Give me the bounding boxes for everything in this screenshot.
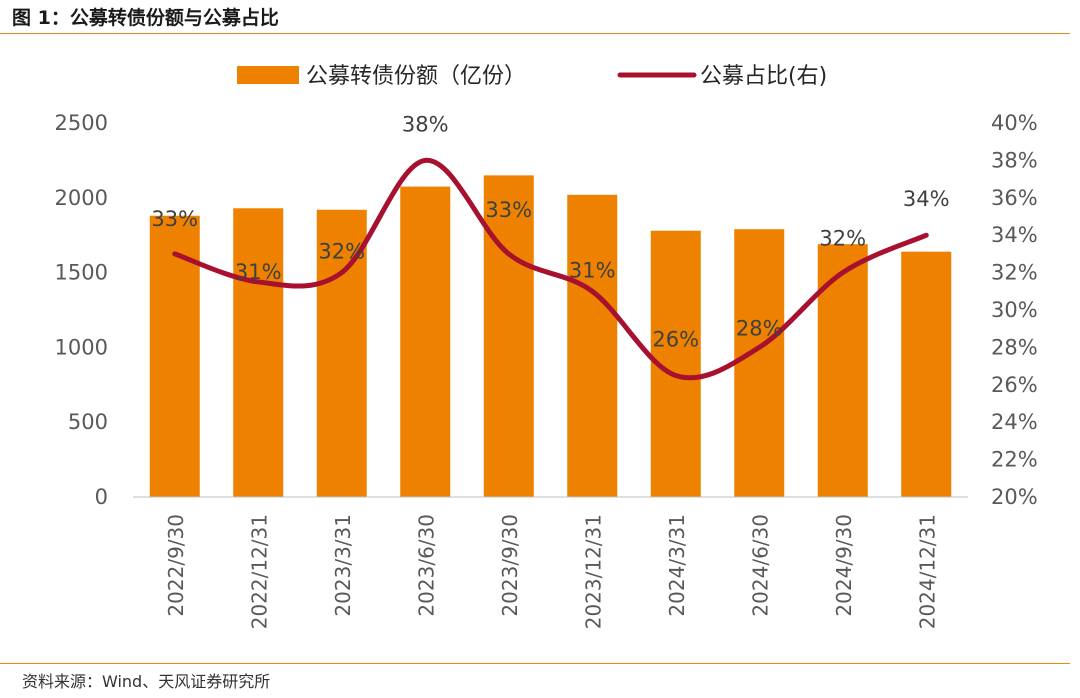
data-label-6: 26% bbox=[652, 327, 699, 351]
title-rule bbox=[0, 33, 1070, 34]
x-tick-2: 2023/3/31 bbox=[331, 514, 355, 617]
x-tick-8: 2024/9/30 bbox=[832, 514, 856, 617]
x-tick-7: 2024/6/30 bbox=[748, 514, 772, 617]
data-label-2: 32% bbox=[318, 240, 365, 264]
figure-title: 图 1：公募转债份额与公募占比 bbox=[12, 7, 279, 29]
source-note: 资料来源：Wind、天风证券研究所 bbox=[22, 672, 271, 691]
y-left-tick-5: 2500 bbox=[55, 111, 108, 135]
x-tick-3: 2023/6/30 bbox=[414, 514, 438, 617]
y-left-tick-1: 500 bbox=[68, 410, 108, 434]
bar-5 bbox=[567, 194, 618, 498]
y-right-tick-0: 20% bbox=[991, 485, 1038, 509]
y-left-tick-4: 2000 bbox=[55, 186, 108, 210]
x-tick-6: 2024/3/31 bbox=[665, 514, 689, 617]
footer-rule bbox=[0, 663, 1070, 664]
y-left-tick-3: 1500 bbox=[55, 261, 108, 285]
x-tick-4: 2023/9/30 bbox=[498, 514, 522, 617]
bar-7 bbox=[734, 229, 785, 497]
y-left-tick-2: 1000 bbox=[55, 335, 108, 359]
y-right-tick-7: 34% bbox=[991, 223, 1038, 247]
y-right-tick-2: 24% bbox=[991, 410, 1038, 434]
y-right-tick-6: 32% bbox=[991, 261, 1038, 285]
bar-4 bbox=[483, 175, 534, 498]
x-tick-9: 2024/12/31 bbox=[915, 514, 939, 629]
data-label-9: 34% bbox=[903, 187, 950, 211]
x-tick-5: 2023/12/31 bbox=[581, 514, 605, 629]
share-line bbox=[172, 157, 929, 381]
bar-0 bbox=[149, 215, 200, 497]
data-label-1: 31% bbox=[235, 260, 282, 284]
line-layer bbox=[172, 157, 929, 381]
legend-line-label: 公募占比(右) bbox=[700, 64, 827, 89]
bars-layer bbox=[149, 175, 952, 498]
y-left-tick-0: 0 bbox=[95, 485, 108, 509]
x-tick-0: 2022/9/30 bbox=[164, 514, 188, 617]
axis-layer: 0 500 1000 1500 2000 2500 20% 22% 24% 26% 28% 30% 32… bbox=[55, 111, 1038, 629]
bar-9 bbox=[901, 251, 952, 497]
data-label-3: 38% bbox=[402, 112, 449, 136]
y-right-tick-3: 26% bbox=[991, 373, 1038, 397]
bar-1 bbox=[233, 208, 284, 497]
bar-3 bbox=[400, 186, 451, 497]
data-label-8: 32% bbox=[819, 227, 866, 251]
data-label-5: 31% bbox=[569, 258, 616, 282]
data-label-7: 28% bbox=[736, 316, 783, 340]
data-label-0: 33% bbox=[151, 207, 198, 231]
y-right-tick-9: 38% bbox=[991, 148, 1038, 172]
y-right-tick-5: 30% bbox=[991, 298, 1038, 322]
y-right-tick-8: 36% bbox=[991, 186, 1038, 210]
legend-bar-swatch bbox=[237, 66, 299, 84]
legend: 公募转债份额（亿份） 公募占比(右) bbox=[237, 64, 827, 89]
legend-bar-label: 公募转债份额（亿份） bbox=[306, 64, 526, 89]
x-tick-1: 2022/12/31 bbox=[247, 514, 271, 629]
data-label-4: 33% bbox=[485, 198, 532, 222]
bar-8 bbox=[817, 244, 868, 497]
y-right-tick-4: 28% bbox=[991, 335, 1038, 359]
labels-layer: 33% 31% 32% 38% 33% 31% 26% 28% 32% 34% bbox=[151, 112, 949, 351]
y-right-tick-10: 40% bbox=[991, 111, 1038, 135]
y-right-tick-1: 22% bbox=[991, 448, 1038, 472]
